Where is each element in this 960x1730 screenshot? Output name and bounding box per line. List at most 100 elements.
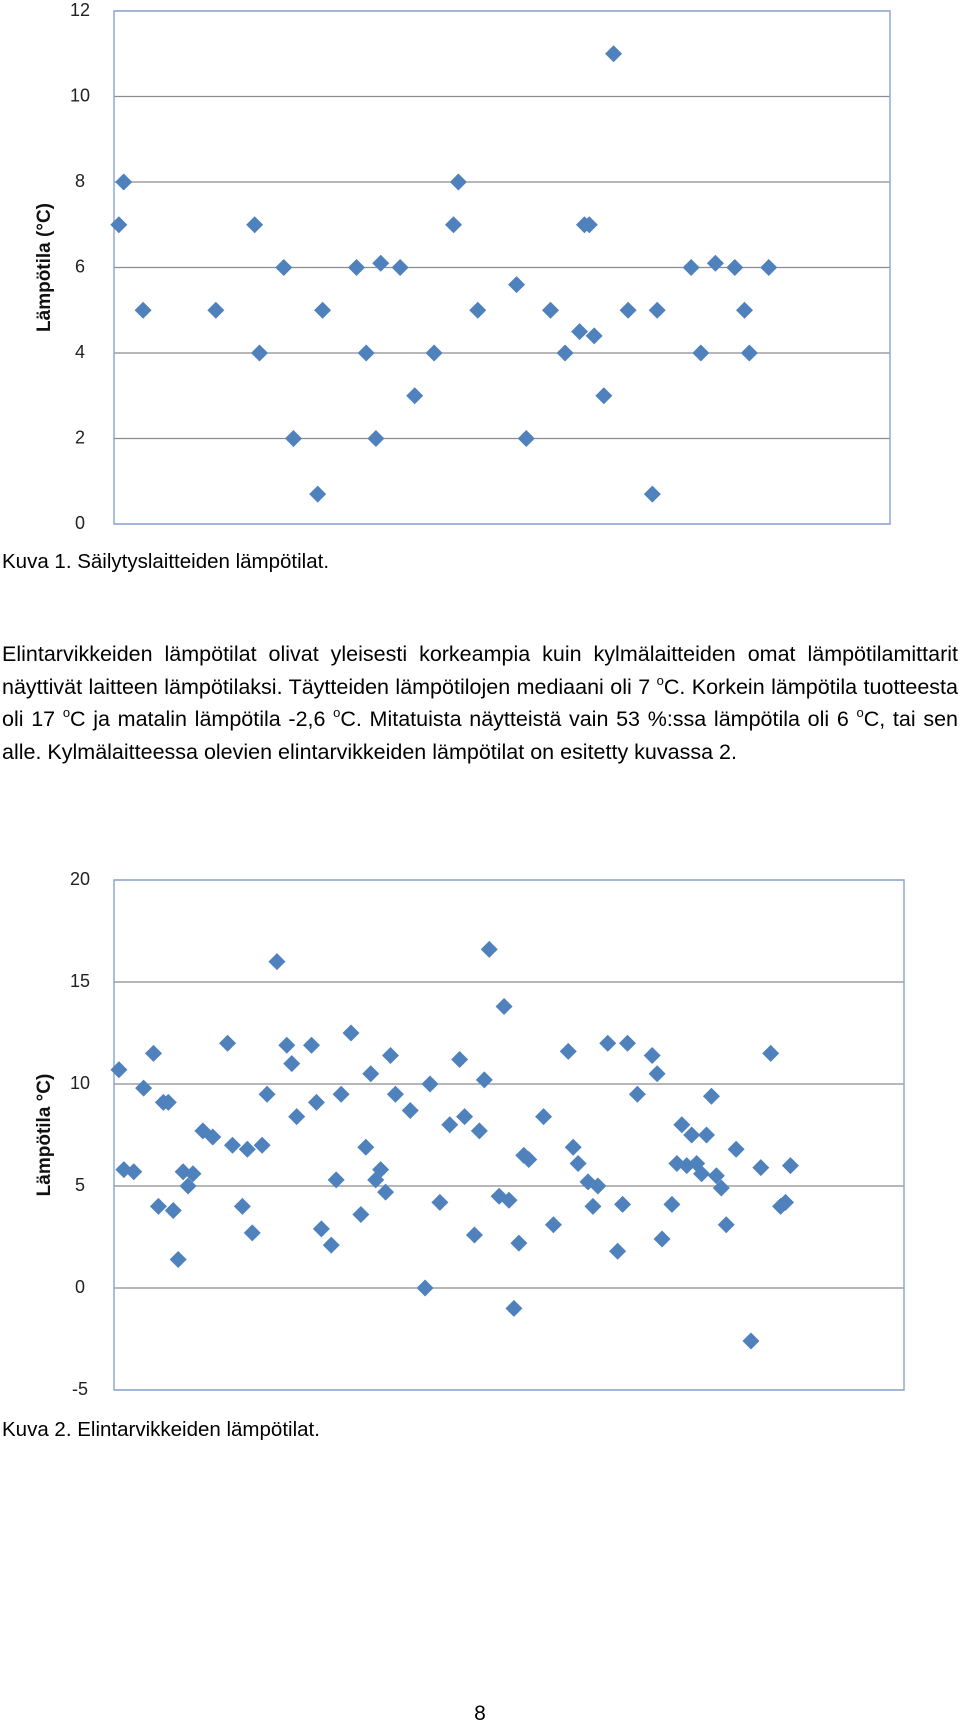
marker bbox=[698, 1126, 715, 1144]
y-tick-label: 10 bbox=[70, 85, 90, 105]
marker bbox=[251, 344, 268, 362]
superscript: o bbox=[656, 672, 664, 688]
marker bbox=[673, 1116, 691, 1134]
marker bbox=[740, 344, 758, 362]
marker bbox=[357, 1138, 375, 1156]
marker bbox=[663, 1195, 681, 1213]
marker bbox=[760, 259, 778, 276]
marker bbox=[643, 1046, 661, 1064]
marker bbox=[288, 1108, 306, 1126]
marker bbox=[159, 1093, 177, 1111]
y-tick-label: 12 bbox=[70, 0, 90, 20]
marker bbox=[224, 1136, 241, 1154]
marker bbox=[169, 1250, 187, 1268]
marker bbox=[253, 1136, 271, 1154]
plot-border bbox=[113, 879, 905, 1391]
marker bbox=[312, 1220, 330, 1238]
marker bbox=[682, 259, 700, 276]
marker bbox=[431, 1193, 449, 1211]
marker bbox=[589, 1177, 607, 1195]
marker bbox=[372, 254, 390, 272]
marker bbox=[110, 1061, 128, 1079]
page-number: 8 bbox=[474, 1702, 486, 1725]
marker bbox=[207, 301, 225, 319]
marker bbox=[683, 1126, 701, 1144]
marker bbox=[648, 1065, 666, 1083]
marker bbox=[391, 259, 409, 276]
marker bbox=[322, 1236, 340, 1254]
marker bbox=[184, 1165, 202, 1183]
y-tick-label: 6 bbox=[75, 256, 85, 276]
y-tick-label: -5 bbox=[72, 1379, 88, 1399]
text-run: C ja matalin lämpötila -2,6 bbox=[70, 707, 334, 732]
marker bbox=[135, 1079, 153, 1097]
marker bbox=[777, 1193, 794, 1211]
marker bbox=[149, 1197, 167, 1215]
marker bbox=[406, 387, 424, 405]
marker bbox=[717, 1216, 735, 1234]
marker bbox=[520, 1150, 538, 1168]
marker bbox=[571, 323, 589, 341]
marker bbox=[648, 301, 666, 319]
marker bbox=[559, 1042, 577, 1060]
marker bbox=[505, 1299, 523, 1317]
y-tick-label: 0 bbox=[75, 1277, 85, 1297]
marker bbox=[416, 1279, 434, 1297]
marker bbox=[219, 1034, 237, 1052]
marker bbox=[465, 1226, 483, 1244]
marker bbox=[352, 1206, 370, 1224]
marker bbox=[342, 1024, 360, 1042]
marker bbox=[382, 1046, 399, 1064]
marker bbox=[475, 1071, 493, 1089]
marker bbox=[542, 301, 559, 319]
marker bbox=[125, 1163, 143, 1181]
marker bbox=[303, 1036, 320, 1054]
marker bbox=[268, 953, 286, 971]
marker bbox=[480, 940, 498, 958]
marker bbox=[569, 1155, 587, 1173]
text-run: Elintarvikkeiden lämpötilat olivat yleis… bbox=[2, 642, 958, 699]
marker bbox=[348, 259, 365, 276]
superscript: o bbox=[333, 705, 341, 721]
marker bbox=[115, 173, 133, 191]
marker bbox=[470, 1122, 488, 1140]
marker bbox=[372, 1161, 390, 1179]
marker bbox=[781, 1157, 799, 1175]
text-run: C. Mitatuista näytteistä vain 53 %:ssa l… bbox=[340, 707, 857, 732]
marker bbox=[145, 1044, 162, 1062]
marker bbox=[283, 1055, 301, 1073]
marker bbox=[692, 344, 710, 362]
marker bbox=[278, 1036, 296, 1054]
marker bbox=[164, 1201, 182, 1219]
marker bbox=[386, 1085, 404, 1103]
marker bbox=[309, 485, 327, 503]
y-tick-label: 5 bbox=[75, 1175, 85, 1195]
marker bbox=[377, 1183, 395, 1201]
y-axis-label: Lämpötila (°C) bbox=[34, 203, 55, 332]
marker bbox=[307, 1093, 325, 1111]
marker bbox=[445, 216, 462, 234]
marker bbox=[609, 1242, 627, 1260]
marker bbox=[707, 1167, 725, 1185]
marker bbox=[441, 1116, 459, 1134]
marker bbox=[510, 1234, 528, 1252]
marker bbox=[614, 1195, 632, 1213]
plot-border bbox=[113, 10, 891, 525]
marker bbox=[258, 1085, 276, 1103]
marker bbox=[693, 1165, 711, 1183]
marker bbox=[702, 1087, 720, 1105]
marker bbox=[449, 173, 467, 191]
marker bbox=[357, 344, 375, 362]
marker bbox=[742, 1332, 760, 1350]
marker bbox=[469, 301, 487, 319]
marker bbox=[451, 1051, 469, 1069]
marker bbox=[456, 1108, 474, 1126]
marker bbox=[421, 1075, 439, 1093]
marker bbox=[726, 259, 744, 276]
text-run: C. Korkein lämpötila tuotteesta oli 17 bbox=[2, 674, 958, 732]
marker bbox=[605, 45, 623, 63]
marker bbox=[367, 430, 385, 447]
y-tick-label: 4 bbox=[75, 342, 85, 362]
